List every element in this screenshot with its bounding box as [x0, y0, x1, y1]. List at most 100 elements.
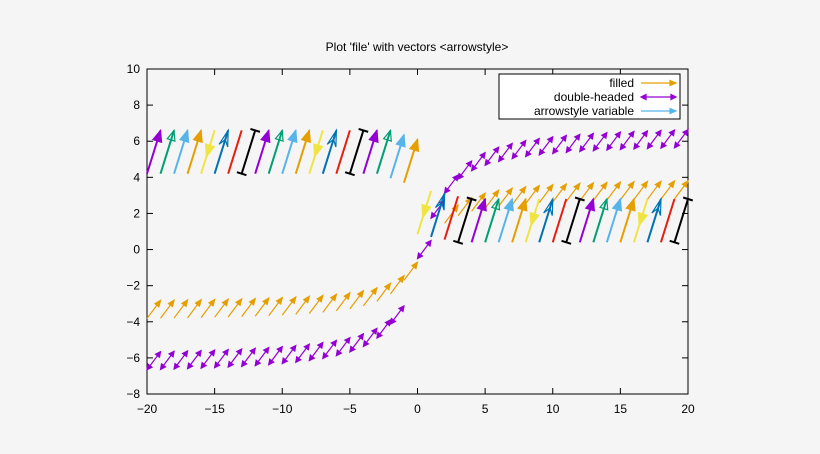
double-headed-arrow: [565, 133, 581, 154]
arrow-head: [357, 332, 365, 341]
variable-arrow: [200, 130, 216, 175]
arrow-head: [389, 317, 397, 326]
x-tick-label: 15: [614, 402, 628, 416]
x-tick-label: −20: [137, 402, 158, 416]
double-headed-arrow: [606, 130, 622, 152]
arrow-head: [335, 349, 343, 357]
arrow-head: [382, 128, 392, 142]
arrow-head: [560, 134, 568, 143]
variable-arrow: [281, 128, 298, 175]
arrow-head: [329, 293, 338, 302]
variable-arrow: [443, 195, 460, 240]
variable-arrow: [470, 197, 487, 243]
double-headed-arrow: [200, 349, 216, 370]
arrow-head: [506, 142, 513, 150]
filled-arrow: [227, 297, 243, 318]
arrow-head: [207, 298, 216, 307]
double-headed-arrow: [443, 173, 459, 195]
arrow-head: [519, 185, 527, 195]
arrow-head: [181, 349, 189, 358]
double-headed-arrow: [524, 137, 541, 158]
arrow-head: [316, 341, 324, 350]
arrow-head: [546, 135, 554, 144]
y-tick-label: −6: [126, 351, 140, 365]
arrow-head: [370, 286, 378, 296]
double-headed-arrow: [267, 345, 284, 366]
arrow-head: [178, 128, 190, 144]
arrow-head: [294, 355, 302, 364]
y-tick-label: 4: [133, 170, 140, 184]
arrow-head: [625, 197, 636, 212]
legend-sample: [641, 107, 678, 115]
arrow-head: [524, 150, 532, 158]
variable-arrow: [362, 128, 379, 175]
variable-arrow: [511, 197, 528, 243]
variable-arrow: [578, 197, 596, 243]
arrow-head: [262, 296, 270, 306]
arrow-head: [397, 274, 405, 284]
double-headed-arrow: [457, 159, 473, 181]
y-tick-label: 8: [133, 98, 140, 112]
arrow-head: [654, 180, 662, 189]
arrow-head: [151, 128, 163, 144]
legend-sample: [641, 79, 678, 87]
arrow-head: [281, 357, 289, 365]
arrow-head: [186, 362, 194, 370]
arrow-head: [167, 350, 175, 358]
double-headed-arrow: [240, 347, 257, 368]
filled-arrow: [146, 299, 162, 319]
arrow-head: [397, 304, 405, 313]
filled-arrow: [389, 274, 405, 295]
filled-arrow: [322, 293, 338, 313]
arrow-head: [349, 345, 357, 353]
arrow-head: [343, 291, 351, 301]
arrow-head: [416, 252, 424, 260]
arrow-head: [600, 181, 608, 190]
arrow-head: [639, 93, 647, 101]
arrow-head: [457, 172, 465, 181]
variable-arrow: [186, 128, 203, 175]
arrow-head: [637, 211, 649, 228]
arrow-head: [673, 141, 681, 149]
variable-arrow: [646, 196, 662, 243]
filled-arrow: [376, 282, 392, 302]
double-headed-arrow: [484, 146, 500, 167]
arrow-head: [614, 130, 622, 139]
filled-arrow: [335, 291, 351, 312]
filled-arrow: [281, 295, 297, 316]
arrow-head: [383, 282, 392, 291]
double-headed-arrow: [376, 318, 392, 340]
arrow-head: [200, 361, 208, 370]
arrow-head: [484, 158, 492, 167]
arrow-head: [451, 173, 459, 182]
arrow-head: [669, 107, 678, 115]
arrow-head: [267, 358, 275, 366]
arrow-head: [395, 133, 406, 148]
arrow-head: [543, 196, 554, 216]
arrow-head: [627, 180, 635, 190]
double-headed-arrow: [592, 131, 608, 152]
arrow-head: [551, 146, 559, 155]
x-tick-label: 0: [414, 402, 421, 416]
arrow-head: [205, 143, 216, 159]
arrow-head: [478, 151, 486, 160]
legend-label: arrowstyle variable: [534, 104, 634, 118]
arrow-head: [356, 289, 365, 299]
variable-arrow: [551, 198, 568, 243]
double-headed-arrow: [497, 142, 513, 163]
y-tick-label: 2: [133, 206, 140, 220]
arrow-head: [627, 130, 635, 138]
double-headed-arrow: [213, 348, 229, 369]
variable-arrow: [227, 130, 243, 175]
filled-arrow: [254, 296, 270, 317]
filled-arrow: [308, 294, 324, 314]
arrow-head: [565, 145, 573, 154]
filled-arrow: [484, 189, 500, 209]
arrow-head: [430, 211, 438, 220]
arrow-head: [538, 148, 546, 156]
filled-arrow: [606, 180, 622, 201]
filled-arrow: [565, 182, 581, 202]
